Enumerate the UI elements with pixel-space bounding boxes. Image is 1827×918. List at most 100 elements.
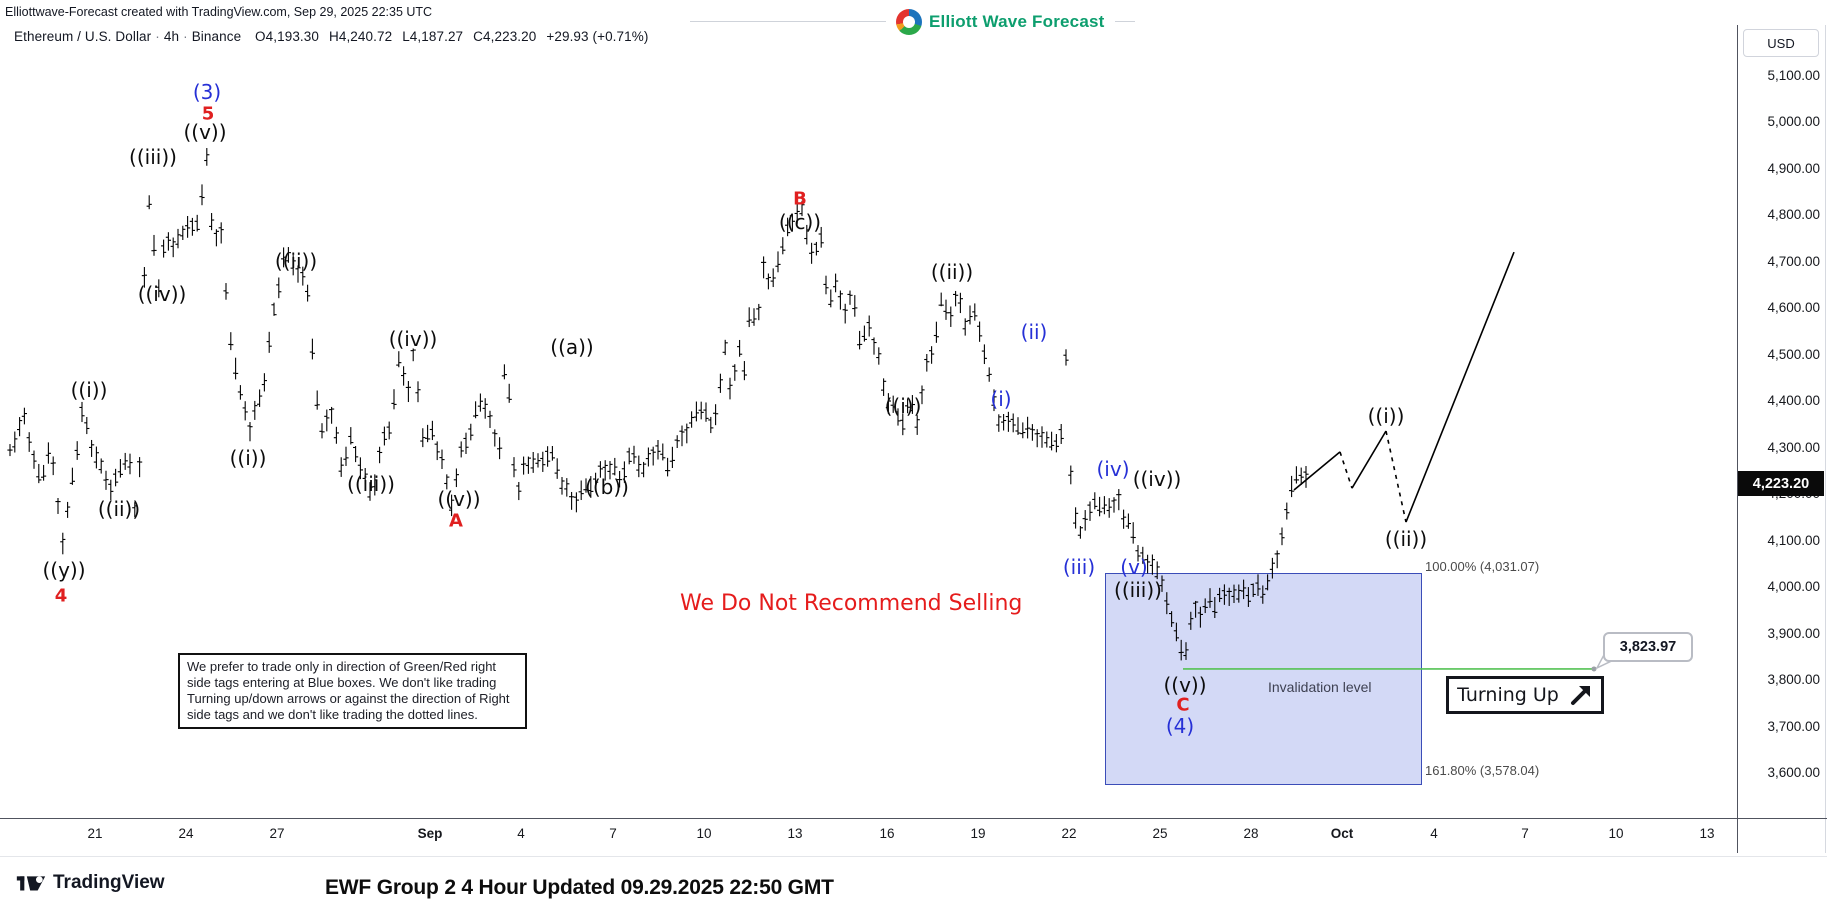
time-tick-label: 4	[1430, 826, 1438, 841]
wave-label[interactable]: ((b))	[585, 475, 629, 499]
price-tick-label: 4,100.00	[1767, 532, 1820, 548]
price-tick-label: 3,700.00	[1767, 718, 1820, 734]
wave-label[interactable]: (v)	[1120, 555, 1148, 579]
ohlc-values: O4,193.30 H4,240.72 L4,187.27 C4,223.20 +29.…	[245, 29, 648, 44]
wave-label[interactable]: ((iii))	[1114, 578, 1162, 602]
price-tick-label: 5,100.00	[1767, 68, 1820, 83]
symbol-name[interactable]: Ethereum / U.S. Dollar	[14, 29, 152, 44]
price-tick-label: 4,000.00	[1767, 579, 1820, 595]
wave-label[interactable]: ((a))	[550, 335, 594, 359]
wave-label[interactable]: ((iv))	[388, 327, 438, 351]
ewf-logo-text: Elliott Wave Forecast	[929, 12, 1105, 31]
interval-label[interactable]: 4h	[163, 29, 180, 44]
time-tick-label: Sep	[417, 826, 443, 841]
wave-label[interactable]: B	[793, 188, 807, 210]
wave-label[interactable]: ((i))	[884, 394, 922, 418]
time-tick-label: 10	[1608, 826, 1624, 841]
footer-divider	[0, 856, 1827, 857]
wave-label[interactable]: ((iii))	[347, 472, 395, 496]
wave-label[interactable]: ((c))	[778, 210, 822, 234]
wave-label[interactable]: ((iv))	[137, 282, 187, 306]
time-tick-label: 7	[609, 826, 617, 841]
high-value: H4,240.72	[329, 29, 393, 44]
callout-price-text: 3,823.97	[1619, 639, 1677, 655]
wave-label[interactable]: 5	[201, 103, 215, 125]
wave-label[interactable]: C	[1176, 694, 1190, 716]
time-tick-label: 28	[1243, 826, 1259, 841]
wave-label[interactable]: ((ii))	[274, 249, 318, 273]
wave-label[interactable]: ((v))	[183, 120, 227, 144]
export-header-text: Elliottwave-Forecast created with Tradin…	[5, 5, 433, 19]
wave-label[interactable]: ((ii))	[97, 497, 141, 521]
wave-label[interactable]: ((iv))	[1132, 467, 1182, 491]
wave-label[interactable]: (4)	[1165, 714, 1195, 738]
fib-100-label: 100.00% (4,031.07)	[1425, 558, 1540, 574]
time-tick-label: 19	[970, 826, 986, 841]
trading-note-box[interactable]: We prefer to trade only in direction of …	[178, 653, 527, 729]
wave-label[interactable]: (i)	[990, 387, 1012, 411]
ewf-swirl-icon	[896, 9, 922, 35]
wave-label[interactable]: (3)	[192, 80, 222, 104]
price-tick-label: 4,600.00	[1767, 300, 1820, 316]
price-tick-label: 4,800.00	[1767, 207, 1820, 223]
wave-label[interactable]: ((i))	[229, 446, 267, 470]
time-tick-label: 16	[879, 826, 895, 841]
price-tick-label: 4,400.00	[1767, 393, 1820, 409]
time-tick-label: 22	[1061, 826, 1077, 841]
time-tick-label: 13	[787, 826, 803, 841]
tradingview-wordmark: TradingView	[53, 872, 165, 893]
price-tick-label: 5,000.00	[1767, 114, 1820, 130]
arrow-up-right-icon	[1570, 686, 1590, 705]
wave-label[interactable]: ((i))	[1367, 404, 1405, 428]
wave-label[interactable]: ((ii))	[930, 260, 974, 284]
wave-label[interactable]: ((i))	[70, 378, 108, 402]
wave-label[interactable]: A	[449, 510, 463, 532]
wave-label[interactable]: ((y))	[42, 558, 86, 582]
price-tick-label: 4,500.00	[1767, 346, 1820, 362]
wave-label[interactable]: 4	[54, 585, 68, 607]
time-tick-label: 25	[1152, 826, 1168, 841]
price-tick-label: 4,700.00	[1767, 253, 1820, 269]
symbol-info-bar[interactable]: Ethereum / U.S. Dollar · 4h · Binance O4,193…	[14, 29, 649, 44]
price-tick-label: 3,600.00	[1767, 765, 1820, 781]
low-value: L4,187.27	[402, 29, 464, 44]
wave-label[interactable]: ((iii))	[129, 145, 177, 169]
price-tick-label: 3,900.00	[1767, 625, 1820, 641]
tradingview-mark-icon	[16, 876, 46, 891]
axis-right-border	[1825, 25, 1826, 853]
chart-caption-title: EWF Group 2 4 Hour Updated 09.29.2025 22…	[325, 876, 834, 899]
wave-label[interactable]: (iv)	[1096, 457, 1130, 481]
elliott-wave-forecast-logo: Elliott Wave Forecast	[886, 6, 1115, 38]
currency-toggle-button[interactable]: USD	[1743, 29, 1819, 57]
open-value: O4,193.30	[255, 29, 319, 44]
time-tick-label: Oct	[1330, 826, 1354, 841]
time-tick-label: 13	[1699, 826, 1715, 841]
wave-label[interactable]: ((v))	[1163, 673, 1207, 697]
wave-label[interactable]: ((v))	[437, 487, 481, 511]
wave-label[interactable]: (ii)	[1020, 320, 1048, 344]
time-tick-label: 4	[517, 826, 525, 841]
change-value: +29.93 (+0.71%)	[546, 29, 649, 44]
price-tick-label: 4,300.00	[1767, 439, 1820, 455]
wave-label[interactable]: (iii)	[1062, 555, 1096, 579]
time-tick-label: 24	[178, 826, 194, 841]
close-value: C4,223.20	[473, 29, 537, 44]
price-callout[interactable]: 3,823.97	[1603, 632, 1693, 662]
blue-box-target-zone[interactable]	[1105, 572, 1422, 786]
last-price-tag: 4,223.20	[1738, 471, 1824, 496]
price-tick-label: 3,800.00	[1767, 672, 1820, 688]
tradingview-logo[interactable]: TradingView	[16, 869, 165, 897]
turning-up-tag[interactable]: Turning Up	[1446, 676, 1604, 714]
time-tick-label: 10	[696, 826, 712, 841]
exchange-label: Binance	[191, 29, 242, 44]
time-tick-label: 7	[1521, 826, 1529, 841]
price-tick-label: 4,900.00	[1767, 160, 1820, 176]
turning-up-label: Turning Up	[1457, 684, 1559, 706]
time-axis-line	[0, 818, 1827, 819]
fib-161-label: 161.80% (3,578.04)	[1425, 763, 1540, 779]
wave-label[interactable]: ((ii))	[1384, 527, 1428, 551]
time-tick-label: 21	[87, 826, 103, 841]
invalidation-level-label: Invalidation level	[1268, 679, 1372, 695]
